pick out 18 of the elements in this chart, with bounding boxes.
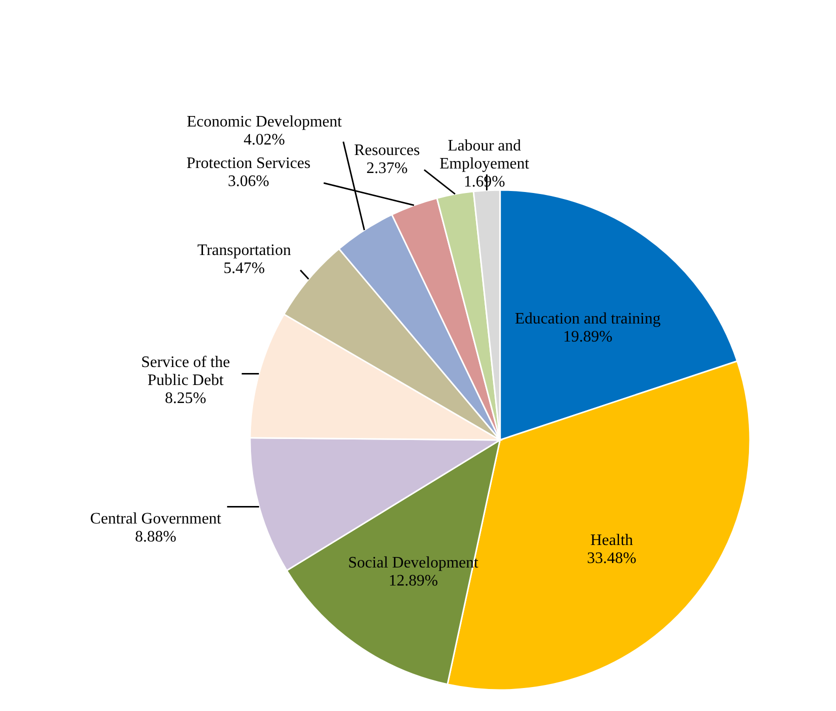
data-label: 33.48%	[587, 550, 636, 568]
slice-label: Transportation	[197, 242, 292, 260]
slice-label: Protection Services	[186, 155, 310, 172]
data-label: 12.89%	[388, 572, 438, 590]
slice-label: Service of the Public Debt	[141, 354, 230, 389]
slice-label: Resources	[354, 142, 420, 159]
data-label: 19.89%	[563, 328, 612, 346]
data-label: 5.47%	[224, 260, 265, 278]
slice-label: Central Government	[90, 510, 222, 528]
data-label: 4.02%	[244, 132, 285, 149]
slice-label: Health	[590, 532, 634, 550]
slice-label: Economic Development	[186, 114, 342, 131]
data-label: 8.88%	[135, 528, 176, 546]
data-label: 3.06%	[228, 173, 270, 190]
data-label: 8.25%	[164, 390, 206, 407]
slice-label: Labour and Employement	[439, 137, 530, 172]
data-label: 2.37%	[366, 160, 408, 177]
slice-label: Education and training	[514, 310, 661, 328]
